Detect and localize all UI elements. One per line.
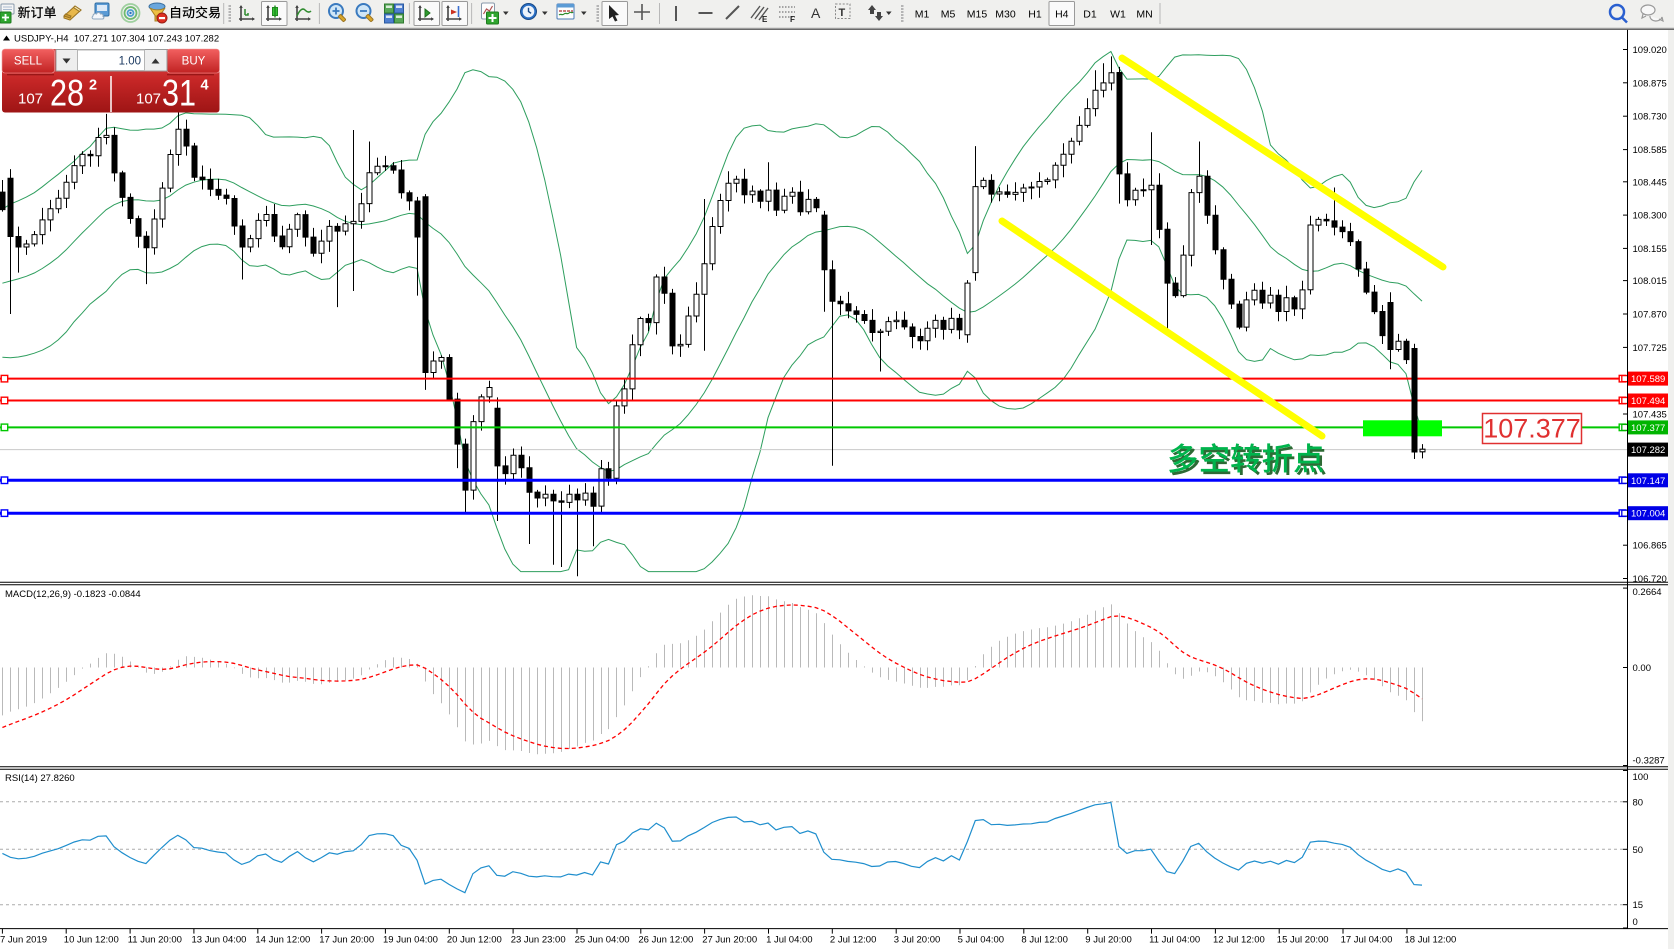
svg-text:M30: M30 bbox=[995, 9, 1016, 21]
svg-text:108.015: 108.015 bbox=[1633, 276, 1667, 287]
svg-text:4: 4 bbox=[201, 78, 209, 94]
svg-text:27 Jun 20:00: 27 Jun 20:00 bbox=[702, 935, 757, 946]
svg-text:100: 100 bbox=[1633, 772, 1649, 783]
svg-text:8 Jul 12:00: 8 Jul 12:00 bbox=[1021, 935, 1067, 946]
svg-text:28: 28 bbox=[50, 73, 84, 114]
svg-text:19 Jun 04:00: 19 Jun 04:00 bbox=[383, 935, 438, 946]
svg-text:0: 0 bbox=[1633, 917, 1638, 928]
svg-text:13 Jun 04:00: 13 Jun 04:00 bbox=[192, 935, 247, 946]
svg-text:BUY: BUY bbox=[182, 56, 206, 68]
svg-text:107: 107 bbox=[18, 91, 43, 108]
svg-text:31: 31 bbox=[162, 73, 196, 114]
svg-text:M15: M15 bbox=[967, 9, 988, 21]
svg-text:108.155: 108.155 bbox=[1633, 244, 1667, 255]
svg-text:H1: H1 bbox=[1028, 9, 1042, 21]
svg-text:108.445: 108.445 bbox=[1633, 177, 1667, 188]
svg-text:107.004: 107.004 bbox=[1631, 509, 1665, 520]
svg-text:0.2664: 0.2664 bbox=[1633, 587, 1662, 598]
svg-text:MN: MN bbox=[1136, 9, 1152, 21]
svg-text:108.585: 108.585 bbox=[1633, 145, 1667, 156]
svg-text:108.730: 108.730 bbox=[1633, 112, 1667, 123]
svg-text:109.020: 109.020 bbox=[1633, 45, 1667, 56]
svg-text:107.870: 107.870 bbox=[1633, 310, 1667, 321]
svg-text:17 Jun 20:00: 17 Jun 20:00 bbox=[319, 935, 374, 946]
svg-text:E: E bbox=[762, 15, 768, 24]
svg-text:M5: M5 bbox=[941, 9, 956, 21]
svg-text:10 Jun 12:00: 10 Jun 12:00 bbox=[64, 935, 119, 946]
svg-text:SELL: SELL bbox=[14, 56, 43, 68]
svg-text:1 Jul 04:00: 1 Jul 04:00 bbox=[766, 935, 812, 946]
svg-text:107.377: 107.377 bbox=[1483, 414, 1581, 444]
svg-text:RSI(14) 27.8260: RSI(14) 27.8260 bbox=[5, 773, 75, 784]
svg-text:80: 80 bbox=[1633, 797, 1644, 808]
svg-text:50: 50 bbox=[1633, 845, 1644, 856]
svg-text:20 Jun 12:00: 20 Jun 12:00 bbox=[447, 935, 502, 946]
svg-text:25 Jun 04:00: 25 Jun 04:00 bbox=[575, 935, 630, 946]
svg-text:18 Jul 12:00: 18 Jul 12:00 bbox=[1405, 935, 1457, 946]
svg-text:MACD(12,26,9) -0.1823 -0.0844: MACD(12,26,9) -0.1823 -0.0844 bbox=[5, 589, 141, 600]
svg-text:T: T bbox=[839, 7, 846, 19]
svg-text:107.725: 107.725 bbox=[1633, 343, 1667, 354]
svg-text:W1: W1 bbox=[1110, 9, 1126, 21]
svg-text:107.589: 107.589 bbox=[1631, 374, 1665, 385]
svg-text:7 Jun 2019: 7 Jun 2019 bbox=[0, 935, 47, 946]
svg-text:14 Jun 12:00: 14 Jun 12:00 bbox=[255, 935, 310, 946]
svg-text:9 Jul 20:00: 9 Jul 20:00 bbox=[1085, 935, 1131, 946]
svg-text:2: 2 bbox=[89, 78, 97, 94]
svg-text:106.865: 106.865 bbox=[1633, 541, 1667, 552]
svg-text:1.00: 1.00 bbox=[119, 56, 141, 68]
svg-text:107.435: 107.435 bbox=[1633, 410, 1667, 421]
svg-text:23 Jun 23:00: 23 Jun 23:00 bbox=[511, 935, 566, 946]
svg-text:5 Jul 04:00: 5 Jul 04:00 bbox=[958, 935, 1004, 946]
svg-text:M1: M1 bbox=[915, 9, 930, 21]
svg-text:H4: H4 bbox=[1055, 9, 1069, 21]
svg-text:107.377: 107.377 bbox=[1631, 423, 1665, 434]
svg-text:11 Jul 04:00: 11 Jul 04:00 bbox=[1149, 935, 1200, 946]
svg-text:12 Jul 12:00: 12 Jul 12:00 bbox=[1213, 935, 1265, 946]
svg-text:15: 15 bbox=[1633, 900, 1644, 911]
svg-text:107: 107 bbox=[136, 91, 161, 108]
svg-text:D1: D1 bbox=[1083, 9, 1097, 21]
svg-text:F: F bbox=[790, 15, 795, 24]
svg-text:11 Jun 20:00: 11 Jun 20:00 bbox=[128, 935, 182, 946]
svg-text:USDJPY-,H4 107.271 107.304 10: USDJPY-,H4 107.271 107.304 107.243 107.2… bbox=[14, 34, 219, 45]
svg-text:17 Jul 04:00: 17 Jul 04:00 bbox=[1341, 935, 1393, 946]
svg-text:-0.3287: -0.3287 bbox=[1633, 756, 1665, 767]
svg-text:107.147: 107.147 bbox=[1631, 476, 1665, 487]
svg-text:2 Jul 12:00: 2 Jul 12:00 bbox=[830, 935, 876, 946]
svg-text:106.720: 106.720 bbox=[1633, 574, 1667, 585]
svg-text:A: A bbox=[811, 5, 821, 21]
svg-text:107.282: 107.282 bbox=[1631, 445, 1665, 456]
svg-text:15 Jul 20:00: 15 Jul 20:00 bbox=[1277, 935, 1329, 946]
svg-text:3 Jul 20:00: 3 Jul 20:00 bbox=[894, 935, 940, 946]
svg-text:26 Jun 12:00: 26 Jun 12:00 bbox=[638, 935, 693, 946]
svg-text:0.00: 0.00 bbox=[1633, 663, 1652, 674]
svg-text:108.300: 108.300 bbox=[1633, 211, 1667, 222]
svg-text:108.875: 108.875 bbox=[1633, 78, 1667, 89]
svg-text:107.494: 107.494 bbox=[1631, 396, 1665, 407]
